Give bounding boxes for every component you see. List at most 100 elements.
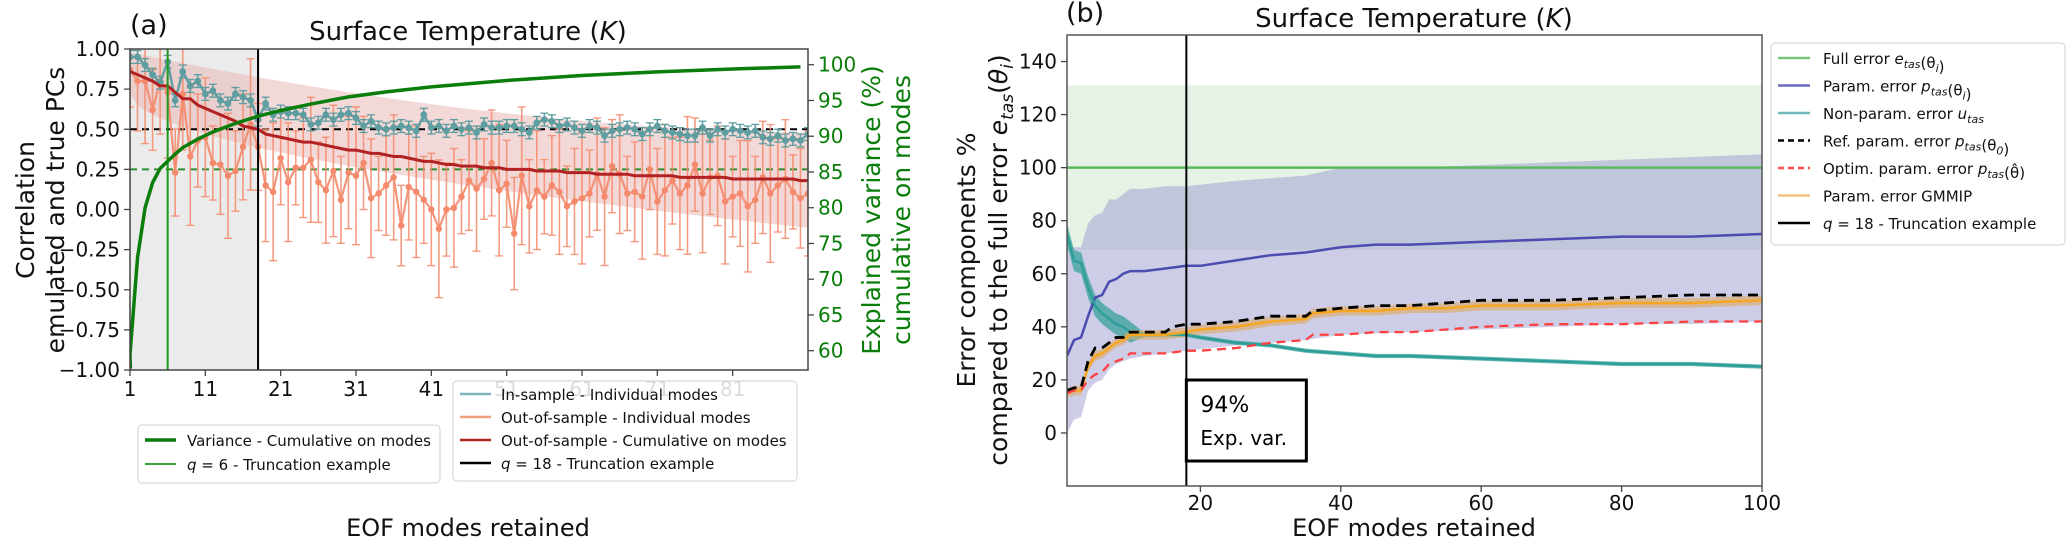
oos-point	[526, 203, 533, 210]
oos-point	[624, 190, 631, 197]
ins-point	[217, 96, 224, 104]
ins-point	[721, 129, 729, 136]
x-tick-label: 41	[419, 377, 444, 401]
legend-label: Param. error ptas(θi)	[1823, 78, 1971, 104]
ins-point	[804, 130, 808, 138]
panel-a-legend-left: Variance - Cumulative on modes q = 6 - Tr…	[137, 424, 441, 484]
y2-tick-label: 100	[818, 53, 856, 77]
ins-point	[684, 132, 691, 140]
annotation-label: Exp. var.	[1200, 426, 1287, 450]
legend-tail: (θ	[1947, 82, 1962, 100]
ins-point	[488, 124, 495, 132]
ins-point	[134, 53, 141, 61]
legend-text: Non-param. error	[1823, 105, 1958, 123]
ins-point	[179, 68, 187, 75]
oos-point	[654, 198, 661, 205]
ins-point	[450, 122, 458, 130]
legend-math: e	[1895, 50, 1904, 68]
ylabel-e: e	[984, 120, 1013, 135]
oos-point	[473, 185, 480, 192]
oos-point	[285, 179, 292, 186]
panel-b-frame	[1066, 34, 1763, 487]
oos-point	[292, 164, 299, 171]
ins-point	[465, 124, 473, 132]
legend-label: q = 18 - Truncation example	[1823, 215, 2036, 233]
oos-point	[541, 193, 548, 200]
legend-math: u	[1958, 105, 1968, 123]
ylabel-theta: θ	[984, 69, 1013, 84]
x-tick-label: 40	[1328, 491, 1353, 515]
series-optim-param-error	[1067, 320, 1762, 395]
ins-point	[608, 127, 616, 135]
ins-point	[420, 111, 428, 119]
oos-point	[480, 175, 488, 183]
oos-point	[375, 190, 382, 197]
legend-sub: tas	[1904, 58, 1921, 71]
panel-b-title-main: Surface Temperature	[1255, 4, 1535, 34]
ins-point	[593, 124, 601, 132]
panel-b-axes: 20 40 60 80 100 0 20 40 60 80 100 120 140	[1019, 34, 1781, 515]
oos-point	[390, 174, 397, 181]
oos-point	[488, 159, 495, 167]
series-variance-cumulative	[130, 65, 801, 369]
legend-sub: tas	[1965, 141, 1982, 154]
oos-point	[721, 198, 729, 205]
legend-math: q	[1823, 215, 1833, 233]
ins-point	[759, 133, 767, 141]
panel-a-y2label: Explained variance (%) cumulative on mod…	[857, 65, 916, 355]
y-tick-label: 120	[1019, 103, 1057, 127]
oos-point	[315, 179, 322, 186]
oos-point	[435, 225, 443, 232]
x-tick-label: 60	[1468, 491, 1493, 515]
ins-point	[774, 132, 782, 140]
ins-point	[601, 132, 608, 140]
legend-label: Non-param. error utas	[1823, 105, 1984, 126]
legend-tail: (θ	[1981, 137, 1996, 155]
ins-point	[435, 122, 443, 130]
legend-label: q = 18 - Truncation example	[501, 455, 714, 473]
y2-tick-label: 95	[818, 88, 843, 112]
panel-a-xlabel: EOF modes retained	[346, 514, 590, 539]
legend-math: p	[1954, 133, 1965, 151]
ins-point	[623, 124, 631, 132]
ins-point	[510, 122, 518, 130]
series-out-of-sample-cumulative	[130, 70, 808, 183]
ins-point	[427, 124, 435, 132]
y-tick-label: 140	[1019, 50, 1057, 74]
oos-point	[729, 193, 736, 200]
ins-point	[480, 121, 488, 128]
panel-b-title-paren-close: )	[1563, 4, 1573, 34]
legend-label: Ref. param. error ptas(θ0)	[1823, 133, 2009, 159]
oos-point	[345, 169, 352, 176]
panel-a-axes: 11121314151617181−1.00−0.75−0.50−0.250.0…	[59, 37, 856, 401]
ins-point	[548, 117, 556, 125]
oos-point	[322, 187, 330, 194]
ins-point	[556, 122, 563, 130]
ylabel-paren-close: )	[984, 54, 1013, 64]
y-tick-label: 1.00	[75, 37, 120, 61]
ins-point	[631, 125, 639, 133]
oos-point	[669, 177, 676, 184]
ins-point	[390, 124, 398, 132]
oos-point	[149, 106, 156, 114]
y2-tick-label: 65	[818, 303, 843, 327]
ins-point	[676, 130, 684, 138]
oos-point	[465, 177, 473, 184]
oos-point	[563, 203, 571, 210]
ins-point	[186, 82, 194, 90]
ins-point	[299, 111, 307, 119]
oos-point	[337, 196, 345, 204]
legend-close: )	[2003, 141, 2009, 159]
ins-point	[744, 129, 752, 136]
panel-a-title-paren-open: (	[589, 17, 599, 47]
ins-point	[736, 127, 744, 135]
ins-point	[503, 122, 511, 130]
legend-label: Variance - Cumulative on modes	[187, 432, 431, 450]
panel-b-plot-area: 94% Exp. var.	[1067, 35, 1762, 486]
oos-point	[209, 159, 217, 167]
legend-tailsub: i	[1963, 90, 1966, 103]
panel-b-title: Surface Temperature (K)	[1255, 4, 1573, 34]
legend-label-rest: = 18 - Truncation example	[511, 455, 715, 473]
oos-point	[661, 187, 669, 194]
panel-b-ylabel: Error components % compared to the full …	[952, 54, 1018, 465]
